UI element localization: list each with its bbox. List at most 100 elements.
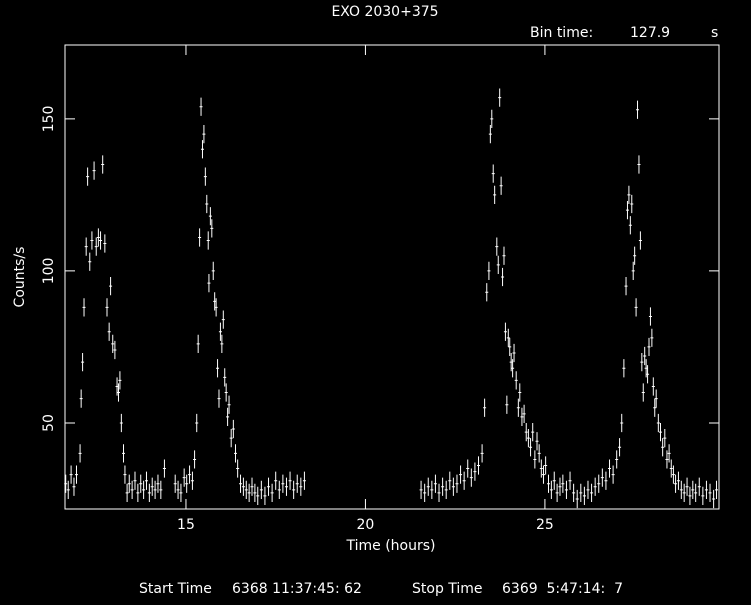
data-point [295, 474, 299, 493]
data-point [477, 456, 481, 475]
data-point [203, 167, 207, 186]
data-point [579, 483, 583, 503]
data-point [708, 483, 712, 503]
data-point [638, 231, 642, 250]
data-point [503, 322, 507, 341]
data-point [520, 407, 524, 426]
data-point [196, 334, 200, 354]
data-point [139, 474, 143, 493]
data-point [627, 185, 631, 205]
data-point [480, 444, 484, 463]
data-point [142, 480, 146, 499]
start-time: 6368 11:37:45: 62 [232, 581, 362, 597]
x-tick-label: 25 [536, 517, 554, 533]
data-point [697, 477, 701, 496]
data-point [641, 383, 645, 402]
data-point [537, 444, 541, 463]
data-point [211, 261, 215, 281]
data-point [469, 468, 473, 487]
data-point [661, 438, 665, 457]
data-point [473, 462, 477, 481]
data-point [663, 429, 667, 448]
data-point [113, 340, 117, 360]
data-point [274, 471, 278, 490]
data-point [586, 480, 590, 499]
data-point [704, 480, 708, 499]
data-point [82, 298, 86, 317]
y-axis-label: Counts/s [12, 247, 28, 308]
data-point [451, 477, 455, 496]
data-point [535, 432, 539, 451]
data-point [223, 368, 227, 387]
data-point [426, 477, 430, 496]
data-point [541, 465, 545, 484]
data-point [630, 194, 634, 214]
data-point [299, 477, 303, 496]
data-point [103, 234, 107, 253]
data-point [244, 480, 248, 499]
stop-label: Stop Time [412, 581, 483, 597]
data-point [208, 207, 212, 226]
data-point [669, 459, 673, 478]
data-point [217, 389, 221, 408]
data-point [582, 486, 586, 506]
data-point [205, 194, 209, 214]
data-point [231, 419, 235, 439]
data-point [195, 413, 199, 433]
data-point [101, 155, 105, 174]
data-point [490, 109, 494, 129]
plot-frame [64, 44, 720, 510]
data-point [105, 298, 109, 317]
bin-unit: s [711, 25, 718, 41]
data-point [516, 398, 520, 417]
data-point [526, 429, 530, 448]
data-point [636, 100, 640, 119]
data-point [430, 480, 434, 499]
data-point [202, 124, 206, 144]
data-point [444, 480, 448, 499]
data-point [90, 231, 94, 250]
data-point [433, 474, 437, 493]
data-point [512, 343, 516, 363]
data-point [647, 337, 651, 357]
data-point [188, 465, 192, 484]
data-point [611, 465, 615, 484]
data-point [86, 167, 90, 186]
y-tick-label: 50 [41, 414, 57, 432]
data-point [547, 474, 551, 493]
data-point [123, 465, 127, 484]
data-point [600, 468, 604, 487]
data-point [69, 465, 73, 484]
data-point [552, 471, 556, 490]
data-point [575, 489, 579, 509]
data-point [72, 477, 76, 496]
data-point [92, 161, 96, 180]
data-point [618, 438, 622, 457]
data-point [150, 477, 154, 496]
data-point [156, 474, 160, 493]
data-point [99, 231, 103, 250]
data-point [210, 219, 214, 238]
data-point [233, 444, 237, 463]
data-point [643, 346, 647, 366]
data-point [94, 237, 98, 256]
data-point [712, 489, 716, 509]
data-point [267, 477, 271, 496]
data-point [81, 353, 85, 372]
data-point [667, 444, 671, 463]
data-point [176, 480, 180, 499]
data-point [508, 337, 512, 357]
data-point [671, 465, 675, 484]
data-point [147, 483, 151, 503]
data-point [256, 486, 260, 506]
data-point [144, 471, 148, 490]
data-point [694, 483, 698, 503]
data-point [236, 459, 240, 478]
data-point [263, 486, 267, 506]
data-point [499, 176, 503, 195]
data-point [281, 474, 285, 493]
data-point [179, 483, 183, 503]
x-tick-label: 20 [357, 517, 375, 533]
data-point [685, 477, 689, 496]
